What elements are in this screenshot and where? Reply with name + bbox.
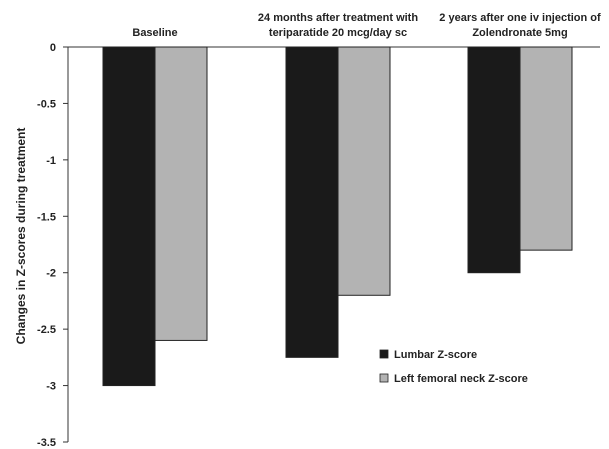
y-tick-label: -3 (46, 381, 56, 393)
y-tick-label: 0 (50, 42, 56, 54)
legend-swatch (379, 373, 389, 383)
y-tick-label: -1.5 (37, 211, 56, 223)
bar-lumbar (467, 46, 521, 274)
legend: Lumbar Z-score Left femoral neck Z-score (379, 349, 528, 385)
category-label: 24 months after treatment with (258, 12, 418, 24)
category-labels: Baseline 24 months after treatment with te… (132, 12, 601, 39)
y-tick-label: -1 (46, 155, 56, 167)
y-tick-label: -2 (46, 268, 56, 280)
legend-label: Left femoral neck Z-score (394, 373, 528, 385)
y-axis-ticks: 0 -0.5 -1 -1.5 -2 -2.5 -3 -3.5 (37, 42, 68, 449)
legend-label: Lumbar Z-score (394, 349, 477, 361)
category-label: Baseline (132, 27, 177, 39)
y-tick-label: -0.5 (37, 98, 56, 110)
bar-lumbar (285, 46, 339, 358)
bar-femoral-neck (154, 46, 208, 341)
bar-femoral-neck (519, 46, 573, 251)
y-tick-label: -3.5 (37, 437, 56, 449)
bars (102, 46, 573, 387)
legend-swatch (379, 349, 389, 359)
y-tick-label: -2.5 (37, 324, 56, 336)
y-axis-title: Changes in Z-scores during treatment (14, 128, 28, 345)
category-label: 2 years after one iv injection of (439, 12, 601, 24)
category-label: teriparatide 20 mcg/day sc (269, 27, 407, 39)
bar-femoral-neck (337, 46, 391, 296)
bar-lumbar (102, 46, 156, 387)
category-label: Zolendronate 5mg (472, 27, 567, 39)
